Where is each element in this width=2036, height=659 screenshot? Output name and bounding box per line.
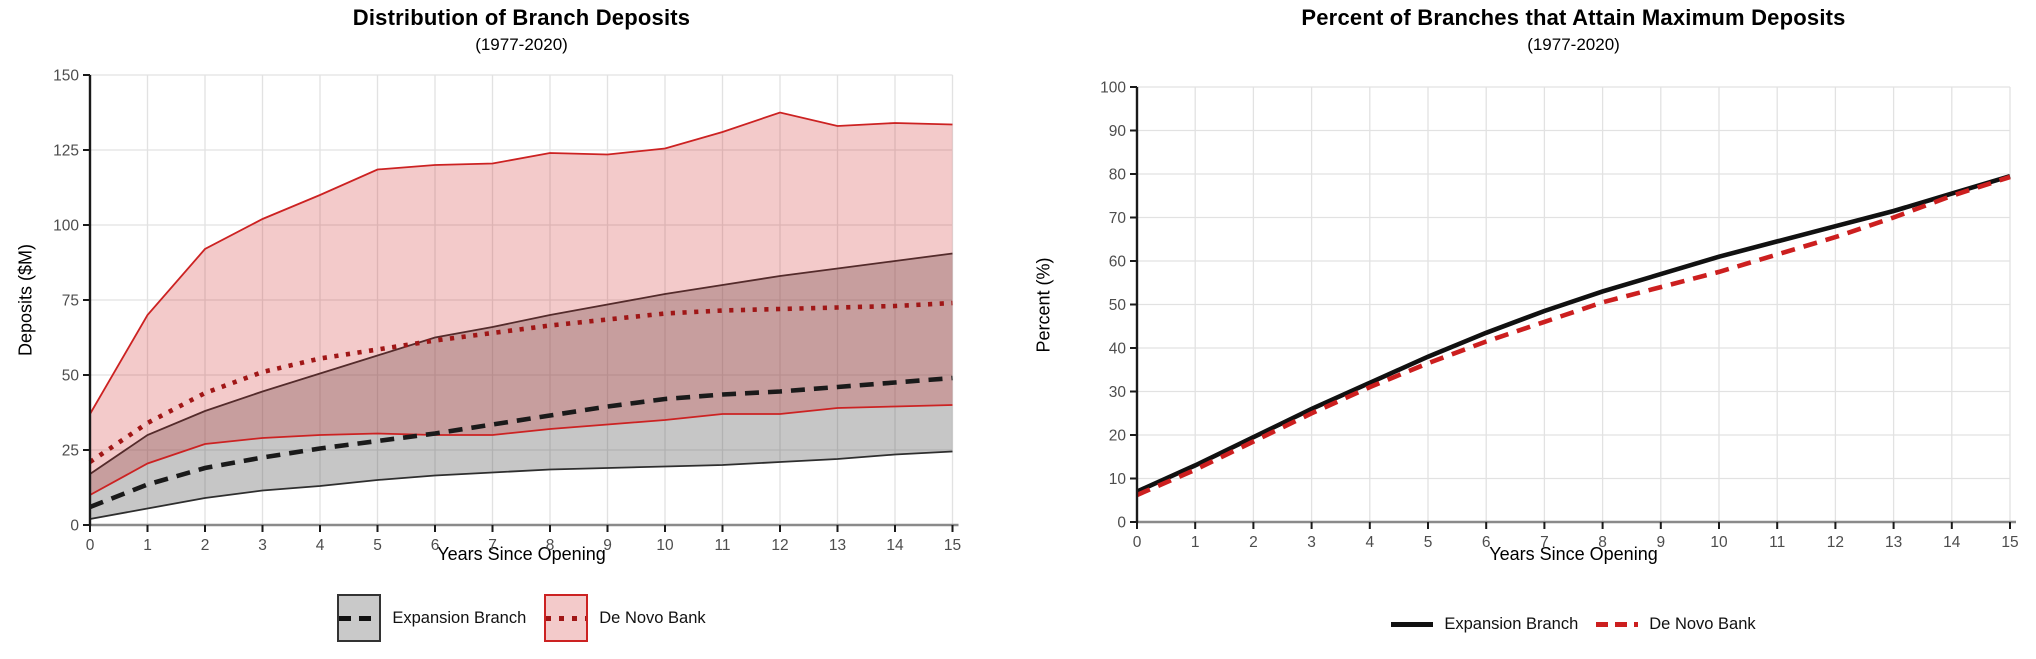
legend-label-de-novo-bank: De Novo Bank [599, 608, 706, 627]
svg-text:10: 10 [656, 537, 674, 554]
svg-text:4: 4 [316, 537, 325, 554]
left-chart-legend: Expansion Branch De Novo Bank [90, 590, 953, 646]
svg-text:15: 15 [2001, 534, 2018, 551]
svg-text:100: 100 [1100, 80, 1126, 97]
svg-text:40: 40 [1109, 341, 1127, 358]
svg-text:0: 0 [86, 537, 95, 554]
red-dashed-line-icon [1596, 621, 1639, 627]
svg-text:14: 14 [1943, 534, 1961, 551]
svg-text:50: 50 [1109, 297, 1127, 314]
legend-item-de-novo-bank: De Novo Bank [544, 594, 706, 642]
svg-text:7: 7 [488, 537, 497, 554]
svg-text:0: 0 [70, 518, 79, 535]
red-dotted-line-icon [546, 615, 587, 621]
left-chart-subtitle: (1977-2020) [475, 35, 568, 54]
legend-item-expansion-branch: Expansion Branch [337, 594, 526, 642]
svg-text:1: 1 [143, 537, 152, 554]
svg-text:150: 150 [53, 68, 79, 85]
svg-text:8: 8 [1598, 534, 1607, 551]
svg-text:5: 5 [1424, 534, 1433, 551]
svg-text:13: 13 [1885, 534, 1902, 551]
left-x-axis-label: Years Since Opening [437, 544, 606, 564]
svg-text:15: 15 [944, 537, 961, 554]
svg-text:70: 70 [1109, 210, 1127, 227]
svg-text:100: 100 [53, 218, 79, 235]
svg-text:90: 90 [1109, 123, 1127, 140]
black-solid-line-icon [1391, 621, 1434, 627]
right-chart-subtitle: (1977-2020) [1527, 35, 1620, 54]
left-chart-title: Distribution of Branch Deposits [352, 5, 691, 30]
svg-text:9: 9 [603, 537, 612, 554]
svg-text:60: 60 [1109, 254, 1127, 271]
svg-text:9: 9 [1656, 534, 1665, 551]
svg-text:3: 3 [258, 537, 267, 554]
de-novo-band-swatch [544, 594, 589, 642]
svg-text:12: 12 [1827, 534, 1844, 551]
svg-text:75: 75 [62, 293, 79, 310]
svg-text:25: 25 [62, 443, 79, 460]
legend-label-expansion-branch: Expansion Branch [1444, 614, 1579, 633]
left-chart-panel: Distribution of Branch Deposits (1977-20… [16, 5, 961, 646]
legend-item-expansion-branch: Expansion Branch [1391, 615, 1578, 634]
svg-text:30: 30 [1109, 384, 1127, 401]
svg-text:12: 12 [771, 537, 788, 554]
svg-text:125: 125 [53, 143, 79, 160]
svg-text:10: 10 [1710, 534, 1728, 551]
svg-text:6: 6 [431, 537, 440, 554]
svg-text:0: 0 [1133, 534, 1142, 551]
right-chart-legend: Expansion Branch De Novo Bank [1137, 608, 2010, 640]
svg-text:8: 8 [546, 537, 555, 554]
svg-text:1: 1 [1191, 534, 1200, 551]
svg-text:11: 11 [714, 537, 730, 554]
svg-text:7: 7 [1540, 534, 1549, 551]
svg-text:13: 13 [829, 537, 846, 554]
right-chart-panel: Percent of Branches that Attain Maximum … [1018, 0, 2036, 659]
svg-text:2: 2 [1249, 534, 1258, 551]
svg-text:50: 50 [62, 368, 80, 385]
right-chart-title: Percent of Branches that Attain Maximum … [1301, 5, 1846, 30]
svg-text:5: 5 [373, 537, 382, 554]
legend-label-de-novo-bank: De Novo Bank [1649, 614, 1756, 633]
svg-text:11: 11 [1769, 534, 1785, 551]
svg-text:20: 20 [1109, 428, 1127, 445]
svg-text:80: 80 [1109, 167, 1127, 184]
expansion-branch-band-swatch [337, 594, 382, 642]
svg-text:14: 14 [886, 537, 904, 554]
legend-item-de-novo-bank: De Novo Bank [1596, 614, 1756, 634]
svg-text:0: 0 [1117, 515, 1126, 532]
right-x-axis-label: Years Since Opening [1489, 544, 1658, 564]
svg-text:10: 10 [1109, 471, 1127, 488]
black-dashed-line-icon [339, 615, 380, 621]
svg-text:4: 4 [1365, 534, 1374, 551]
legend-label-expansion-branch: Expansion Branch [392, 608, 527, 627]
svg-text:6: 6 [1482, 534, 1491, 551]
svg-text:2: 2 [201, 537, 210, 554]
svg-text:3: 3 [1307, 534, 1316, 551]
